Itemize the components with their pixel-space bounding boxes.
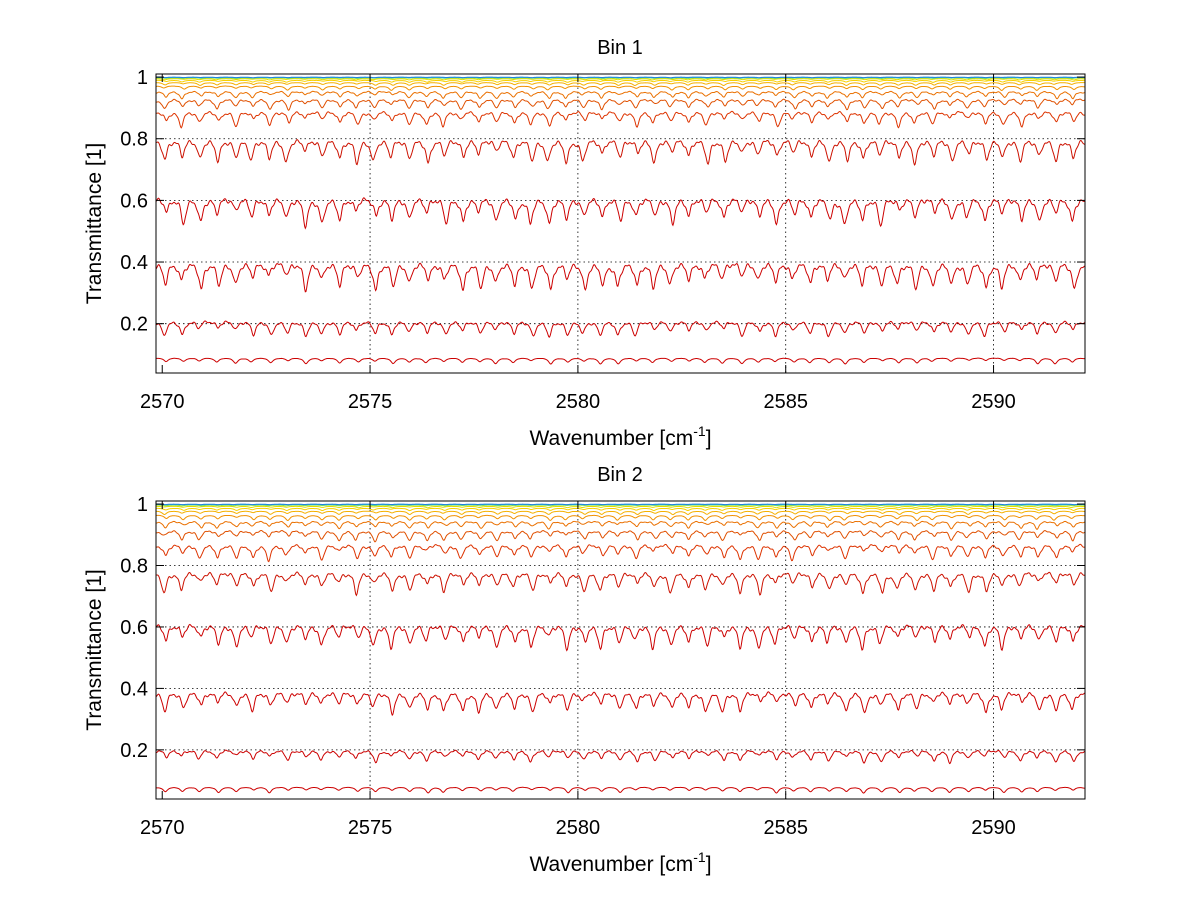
x-tick-label: 2580 — [556, 391, 601, 413]
series-line-9 — [156, 510, 1085, 516]
series-line-4 — [156, 139, 1085, 166]
x-tick-label: 2590 — [971, 817, 1016, 839]
y-tick-label: 0.8 — [120, 556, 148, 578]
y-tick-label: 0.2 — [120, 740, 148, 762]
series-line-7 — [156, 90, 1085, 100]
series-line-4 — [156, 571, 1085, 597]
series-line-5 — [156, 543, 1085, 563]
x-axis-label: Wavenumber [cm-1] — [529, 423, 711, 450]
series-line-11 — [156, 78, 1085, 81]
chart-title: Bin 1 — [597, 37, 643, 59]
x-tick-label: 2590 — [971, 391, 1016, 413]
grid — [156, 74, 1085, 373]
x-tick-label: 2570 — [140, 391, 185, 413]
chart-bin-1: Bin 1 2570 2575 2580 2585 2590 0.2 0.4 0.6 0.8 1 W… — [83, 37, 1086, 450]
y-tick-label: 0.4 — [120, 252, 148, 274]
y-axis-label: Transmittance [1] — [83, 569, 106, 730]
chart-bin-2: Bin 2 2570 2575 2580 2585 2590 0.2 0.4 0.6 0.8 1 W… — [83, 464, 1086, 876]
x-tick-label: 2575 — [348, 391, 393, 413]
series-group — [156, 76, 1085, 365]
series-line-12 — [156, 504, 1085, 507]
series-line-2 — [156, 262, 1085, 293]
y-axis-label: Transmittance [1] — [83, 143, 106, 304]
y-tick-label: 0.4 — [120, 678, 148, 700]
x-tick-label: 2585 — [763, 391, 808, 413]
y-tick-label: 1 — [137, 67, 148, 89]
x-tick-label: 2580 — [556, 817, 601, 839]
series-line-0 — [156, 786, 1085, 794]
series-line-6 — [156, 529, 1085, 543]
series-line-8 — [156, 85, 1085, 91]
x-tick-label: 2575 — [348, 817, 393, 839]
y-tick-label: 0.6 — [120, 190, 148, 212]
series-line-1 — [156, 320, 1085, 338]
y-tick-label: 0.8 — [120, 129, 148, 151]
series-line-11 — [156, 505, 1085, 509]
series-line-14 — [156, 503, 1085, 506]
x-axis-label: Wavenumber [cm-1] — [529, 849, 711, 876]
series-line-14 — [156, 76, 1085, 79]
plot-frame — [155, 500, 1086, 800]
series-line-0 — [156, 357, 1085, 365]
plot-frame — [155, 73, 1086, 374]
series-line-1 — [156, 749, 1085, 765]
grid — [156, 501, 1085, 799]
series-line-10 — [156, 79, 1085, 83]
series-line-7 — [156, 520, 1085, 530]
chart-title: Bin 2 — [597, 464, 643, 486]
series-line-8 — [156, 514, 1085, 522]
series-line-10 — [156, 507, 1085, 512]
x-tick-label: 2570 — [140, 817, 185, 839]
series-line-6 — [156, 98, 1085, 111]
y-tick-label: 1 — [137, 494, 148, 516]
y-tick-label: 0.2 — [120, 314, 148, 336]
series-line-5 — [156, 110, 1085, 129]
x-tick-label: 2585 — [763, 817, 808, 839]
series-line-3 — [156, 623, 1085, 652]
series-group — [156, 503, 1085, 794]
series-line-2 — [156, 691, 1085, 717]
series-line-9 — [156, 82, 1085, 86]
y-tick-label: 0.6 — [120, 617, 148, 639]
series-line-3 — [156, 197, 1085, 230]
